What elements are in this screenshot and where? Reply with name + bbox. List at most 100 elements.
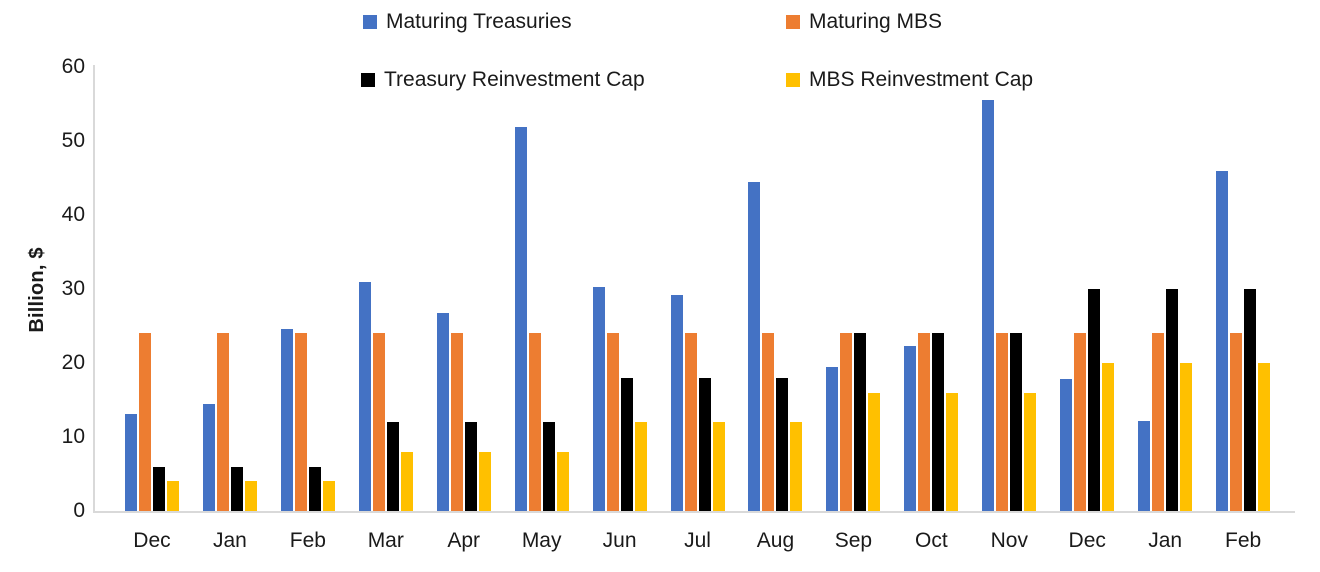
bar-group-nov-11 [970,67,1048,511]
bar-group-aug-8 [737,67,815,511]
bar-treasury-reinvestment-cap [698,377,711,511]
legend-swatch-treasury-cap-icon [361,73,375,87]
bar-group-jun-6 [581,67,659,511]
bar-group-dec-12 [1048,67,1126,511]
bar-group-oct-10 [892,67,970,511]
x-axis-tick-label: Nov [990,529,1028,552]
x-axis-tick-label: Sep [834,529,873,552]
bar-maturing-mbs [450,333,463,511]
x-axis-tick-label: Aug [756,529,795,552]
plot-area [113,67,1282,511]
bar-maturing-treasuries [1216,171,1229,511]
x-axis-tick-label: Feb [1225,529,1262,552]
bar-maturing-mbs [996,333,1009,511]
bar-mbs-reinvestment-cap [712,422,725,511]
bar-maturing-treasuries [982,99,995,511]
bar-maturing-mbs [918,333,931,511]
bar-maturing-mbs [138,333,151,511]
bar-maturing-mbs [372,333,385,511]
legend-swatch-maturing-treasuries-icon [363,15,377,29]
bar-maturing-treasuries [904,345,917,511]
x-axis-tick-label: Feb [289,529,326,552]
legend-label: Maturing Treasuries [386,10,572,33]
x-axis-tick-label: Dec [1068,529,1106,552]
bar-group-jan-13 [1126,67,1204,511]
bar-maturing-treasuries [436,312,449,511]
bar-maturing-mbs [1230,333,1243,511]
x-axis-tick-label: Jun [602,529,637,552]
bar-maturing-treasuries [748,181,761,511]
y-axis-tick-label: 30 [61,277,85,300]
bar-maturing-mbs [216,333,229,511]
bar-maturing-mbs [1074,333,1087,511]
bar-maturing-mbs [528,333,541,511]
bar-group-sep-9 [814,67,892,511]
bar-treasury-reinvestment-cap [776,377,789,511]
y-axis-tick-label: 10 [61,425,85,448]
bar-maturing-treasuries [124,414,137,511]
bar-maturing-mbs [606,333,619,511]
y-axis-tick-label: 20 [61,351,85,374]
bar-group-jan-1 [191,67,269,511]
bar-treasury-reinvestment-cap [620,377,633,511]
legend-item-treasury-reinvestment-cap: Treasury Reinvestment Cap [361,69,645,91]
bar-maturing-treasuries [358,281,371,511]
bar-maturing-treasuries [514,126,527,511]
bar-mbs-reinvestment-cap [400,451,413,511]
bar-mbs-reinvestment-cap [1024,392,1037,511]
bar-maturing-mbs [840,333,853,511]
x-axis-labels: Dec Jan Feb Mar Apr May Jun Jul Aug Sep Oct Nov Dec J… [113,529,1282,553]
legend-item-mbs-reinvestment-cap: MBS Reinvestment Cap [786,69,1033,91]
bar-maturing-treasuries [1060,378,1073,511]
bar-maturing-treasuries [280,328,293,511]
bar-maturing-treasuries [1138,420,1151,511]
bar-mbs-reinvestment-cap [556,451,569,511]
bar-maturing-treasuries [670,294,683,511]
x-axis-tick-label: Jan [1148,529,1183,552]
bar-maturing-mbs [1152,333,1165,511]
y-axis-tick-label: 60 [61,55,85,78]
bar-maturing-mbs [684,333,697,511]
x-axis-tick-label: Dec [133,529,171,552]
bar-maturing-treasuries [592,286,605,511]
bar-group-jul-7 [659,67,737,511]
x-axis-tick-label: Mar [367,529,404,552]
bar-mbs-reinvestment-cap [244,481,257,511]
legend-item-maturing-treasuries: Maturing Treasuries [363,11,572,33]
legend-item-maturing-mbs: Maturing MBS [786,11,942,33]
bar-mbs-reinvestment-cap [322,481,335,511]
bar-group-mar-3 [347,67,425,511]
bar-treasury-reinvestment-cap [308,466,321,511]
legend-label: MBS Reinvestment Cap [809,68,1034,91]
bar-treasury-reinvestment-cap [542,422,555,511]
bar-mbs-reinvestment-cap [478,451,491,511]
legend-swatch-mbs-cap-icon [786,73,800,87]
bar-treasury-reinvestment-cap [854,333,867,511]
bar-mbs-reinvestment-cap [868,392,881,511]
bar-group-feb-14 [1204,67,1282,511]
bar-mbs-reinvestment-cap [1258,363,1271,511]
legend-swatch-maturing-mbs-icon [786,15,800,29]
bar-treasury-reinvestment-cap [464,422,477,511]
x-axis-tick-label: May [521,529,562,552]
bar-maturing-treasuries [826,367,839,511]
bar-group-may-5 [503,67,581,511]
bar-treasury-reinvestment-cap [932,333,945,511]
bar-group-apr-4 [425,67,503,511]
bar-mbs-reinvestment-cap [1180,363,1193,511]
legend-label: Treasury Reinvestment Cap [384,68,645,91]
bar-mbs-reinvestment-cap [166,481,179,511]
bar-treasury-reinvestment-cap [152,466,165,511]
x-axis-tick-label: Oct [915,529,948,552]
legend-label: Maturing MBS [809,10,943,33]
bar-treasury-reinvestment-cap [1244,289,1257,511]
x-axis-line [93,511,1295,513]
bar-treasury-reinvestment-cap [230,466,243,511]
bar-mbs-reinvestment-cap [634,422,647,511]
bar-mbs-reinvestment-cap [946,392,959,511]
y-axis-tick-label: 50 [61,129,85,152]
y-axis-tick-label: 0 [73,499,85,522]
bar-maturing-mbs [762,333,775,511]
y-axis-line [93,65,95,513]
